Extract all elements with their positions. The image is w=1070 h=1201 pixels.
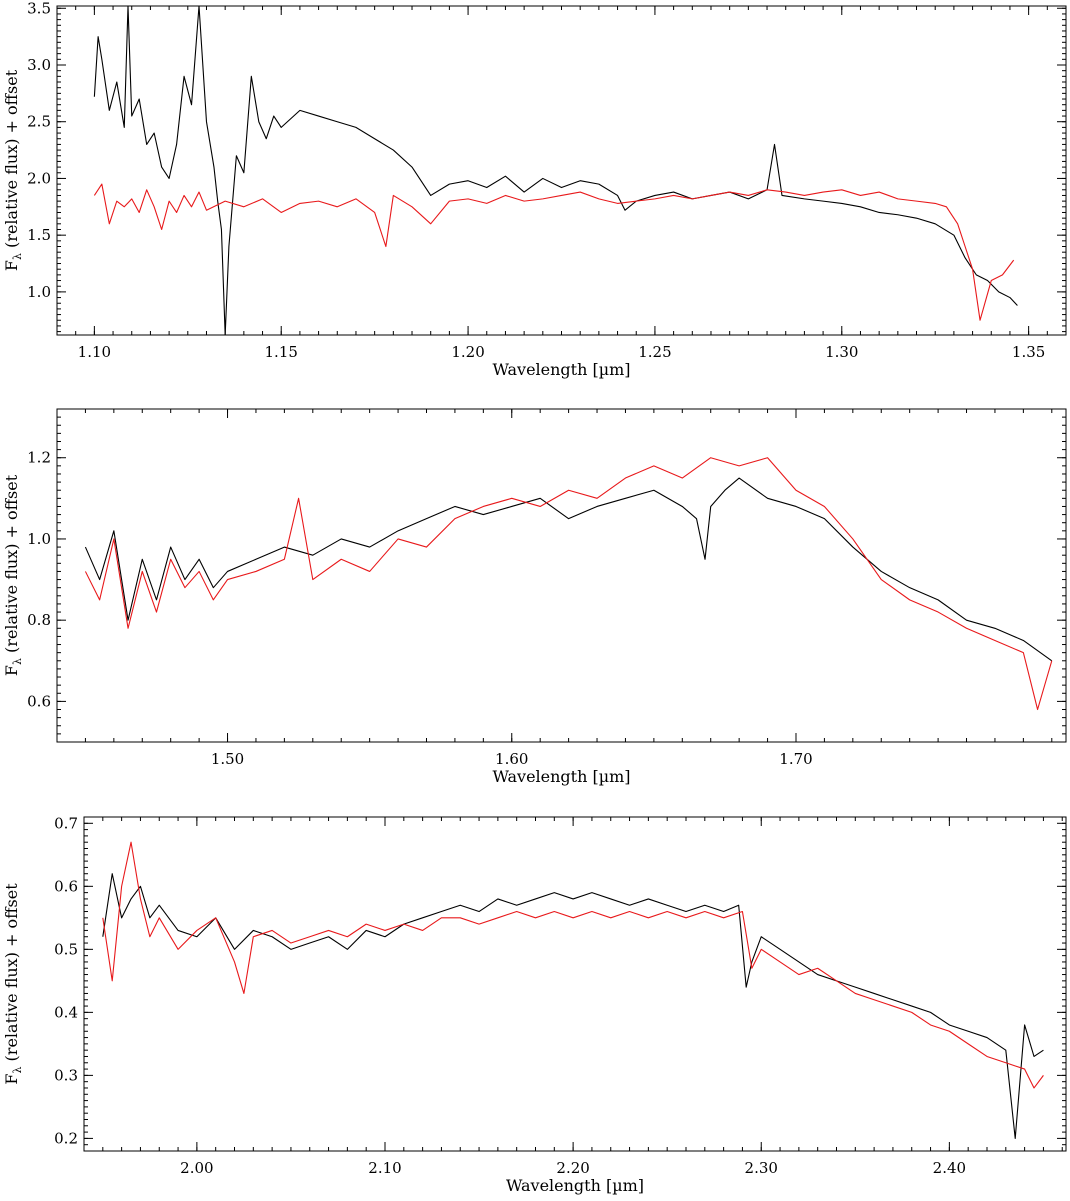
x-tick-label: 1.35 xyxy=(1012,343,1045,361)
x-tick-label: 1.30 xyxy=(825,343,858,361)
observed-spectrum-line xyxy=(93,6,1018,335)
y-tick-label: 0.4 xyxy=(54,1003,78,1021)
y-tick-label: 3.5 xyxy=(27,0,51,17)
x-ticks: 1.10 1.15 1.20 1.25 1.30 1.35 xyxy=(56,6,1067,361)
series-lines xyxy=(93,6,1018,335)
y-axis-label: Fλ (relative flux) + offset xyxy=(2,883,24,1085)
y-axis-label-main: F xyxy=(2,260,21,271)
x-axis-label: Wavelength [µm] xyxy=(506,1176,644,1195)
x-tick-label: 2.40 xyxy=(933,1159,966,1177)
series-lines xyxy=(102,841,1044,1139)
y-tick-label: 1.0 xyxy=(27,283,51,301)
x-tick-label: 1.15 xyxy=(265,343,298,361)
plot-frame xyxy=(56,5,1067,336)
plot-frame xyxy=(83,816,1067,1152)
x-ticks: 1.50 1.60 1.70 xyxy=(56,409,1053,768)
y-axis-label-rest: (relative flux) + offset xyxy=(2,69,21,253)
model-spectrum-line xyxy=(102,841,1044,1089)
y-tick-label: 2.5 xyxy=(27,113,51,131)
y-tick-label: 0.2 xyxy=(54,1129,78,1147)
x-axis-label: Wavelength [µm] xyxy=(492,767,630,786)
y-tick-label: 3.0 xyxy=(27,56,51,74)
y-axis-label-sub: λ xyxy=(11,1067,24,1074)
observed-spectrum-line xyxy=(102,873,1044,1139)
x-tick-label: 2.30 xyxy=(745,1159,778,1177)
panel-h-band: 1.50 1.60 1.70 0.6 0.8 1.0 1.2 Wavelength [µm… xyxy=(2,408,1067,786)
x-tick-label: 2.20 xyxy=(556,1159,589,1177)
y-axis-label-main: F xyxy=(2,1074,21,1085)
x-tick-label: 1.25 xyxy=(638,343,671,361)
series-lines xyxy=(84,457,1053,711)
y-tick-label: 2.0 xyxy=(27,169,51,187)
x-axis-label: Wavelength [µm] xyxy=(492,360,630,379)
x-tick-label: 1.60 xyxy=(495,750,528,768)
x-tick-label: 1.70 xyxy=(779,750,812,768)
model-spectrum-line xyxy=(93,183,1015,321)
y-ticks: 1.0 1.5 2.0 2.5 3.0 3.5 xyxy=(27,0,1066,333)
y-tick-label: 0.6 xyxy=(27,692,51,710)
y-tick-label: 0.3 xyxy=(54,1066,78,1084)
y-tick-label: 1.5 xyxy=(27,226,51,244)
y-ticks: 0.2 0.3 0.4 0.5 0.6 0.7 xyxy=(54,814,1066,1152)
x-tick-label: 2.10 xyxy=(368,1159,401,1177)
y-tick-label: 1.0 xyxy=(27,530,51,548)
y-axis-label: Fλ (relative flux) + offset xyxy=(2,69,24,271)
y-axis-label-sub: λ xyxy=(11,658,24,665)
y-tick-label: 1.2 xyxy=(27,449,51,467)
y-tick-label: 0.5 xyxy=(54,940,78,958)
y-axis-label-rest: (relative flux) + offset xyxy=(2,474,21,658)
x-ticks: 2.00 2.10 2.20 2.30 2.40 xyxy=(83,817,1063,1177)
observed-spectrum-line xyxy=(84,477,1053,662)
y-ticks: 0.6 0.8 1.0 1.2 xyxy=(27,408,1066,743)
x-tick-label: 2.00 xyxy=(180,1159,213,1177)
panel-j-band: 1.10 1.15 1.20 1.25 1.30 1.35 1.0 1.5 2.0 2.5 3.0… xyxy=(2,0,1067,379)
x-tick-label: 1.20 xyxy=(451,343,484,361)
x-tick-label: 1.10 xyxy=(78,343,111,361)
y-axis-label-sub: λ xyxy=(11,253,24,260)
y-tick-label: 0.7 xyxy=(54,814,78,832)
y-tick-label: 0.6 xyxy=(54,877,78,895)
panel-k-band: 2.00 2.10 2.20 2.30 2.40 0.20.30.40.50.60.7 … xyxy=(2,814,1067,1195)
y-tick-label: 0.8 xyxy=(27,611,51,629)
y-axis-label: Fλ (relative flux) + offset xyxy=(2,474,24,676)
model-spectrum-line xyxy=(84,457,1053,711)
plot-frame xyxy=(56,408,1067,743)
x-tick-label: 1.50 xyxy=(211,750,244,768)
y-axis-label-rest: (relative flux) + offset xyxy=(2,883,21,1067)
y-axis-label-main: F xyxy=(2,665,21,676)
